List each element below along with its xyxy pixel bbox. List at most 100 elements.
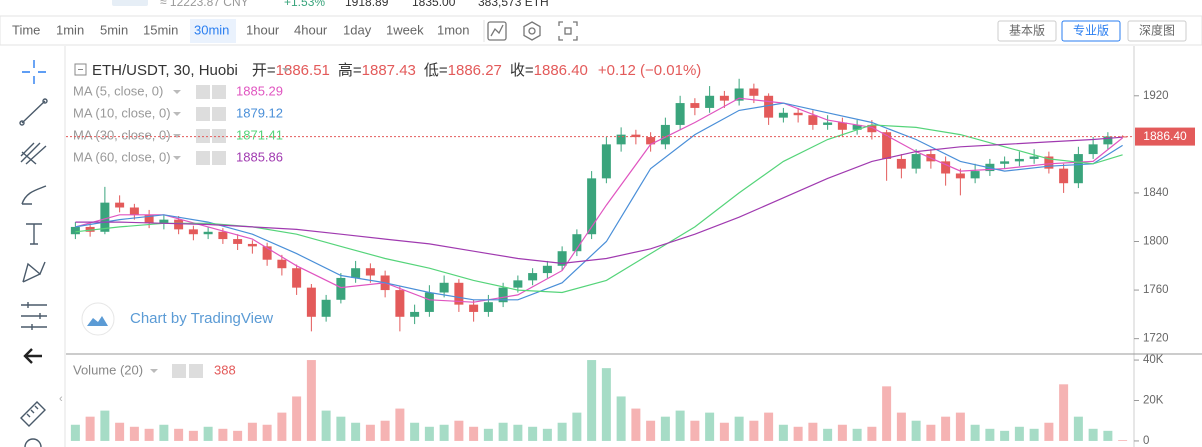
- interval-button[interactable]: 1day: [343, 22, 372, 37]
- collapse-button[interactable]: [74, 63, 87, 76]
- settings-button[interactable]: [523, 21, 541, 41]
- dropdown-arrow[interactable]: [150, 369, 158, 373]
- top-bar: [0, 0, 1202, 14]
- interval-button[interactable]: 1mon: [437, 22, 470, 37]
- volume-24h: 383,573 ETH: [478, 0, 549, 9]
- view-button[interactable]: [1061, 20, 1121, 42]
- volume-bar: [70, 424, 80, 441]
- candle-body: [1103, 136, 1113, 145]
- candle-body: [233, 239, 243, 244]
- high-value: 1887.43: [362, 62, 416, 79]
- y-tick-label: 1920: [1143, 90, 1169, 102]
- candle-body: [911, 154, 921, 169]
- symbol-legend: ETH/USDT, 30, Huobi 开=1886.51 高=1887.43 低=1…: [92, 62, 701, 79]
- candle-body: [469, 304, 479, 312]
- candle-body: [218, 231, 228, 240]
- volume-bar: [395, 408, 405, 441]
- settings-button[interactable]: [196, 85, 210, 99]
- candle-body: [837, 122, 847, 130]
- close-value: 1886.40: [534, 62, 588, 79]
- candle-body: [867, 124, 877, 133]
- candle-body: [808, 115, 818, 125]
- dropdown-arrow[interactable]: [282, 68, 290, 72]
- interval-button[interactable]: Time: [12, 22, 40, 37]
- volume-bar: [941, 416, 951, 441]
- remove-button[interactable]: [212, 129, 226, 143]
- volume-bar: [1118, 440, 1128, 441]
- candle-body: [115, 202, 125, 208]
- interval-button[interactable]: 1min: [56, 22, 84, 37]
- volume-bar: [483, 428, 493, 441]
- volume-bar: [646, 420, 656, 441]
- volume-bar: [631, 408, 641, 441]
- ma-line: [75, 124, 1123, 294]
- volume-bar: [188, 430, 198, 441]
- interval-button[interactable]: 1hour: [246, 22, 280, 37]
- close-label: 收=: [510, 62, 534, 79]
- volume-bar: [144, 428, 154, 441]
- remove-button[interactable]: [212, 107, 226, 121]
- settings-button[interactable]: [196, 151, 210, 165]
- open-label: 开=: [252, 62, 276, 79]
- dropdown-arrow[interactable]: [173, 156, 181, 160]
- candle-body: [410, 311, 420, 317]
- active-interval-bg: [190, 19, 236, 43]
- text-tool[interactable]: [26, 223, 42, 245]
- interval-button[interactable]: 4hour: [294, 22, 328, 37]
- volume-bar: [1029, 428, 1039, 441]
- candle-body: [719, 95, 729, 101]
- candle-body: [896, 158, 906, 169]
- indicator-button[interactable]: [487, 21, 507, 41]
- volume-bar: [882, 386, 892, 441]
- candle-body: [778, 112, 788, 118]
- remove-button[interactable]: [189, 364, 203, 378]
- volume-bar: [321, 410, 331, 441]
- back-tool[interactable]: [23, 348, 42, 364]
- volume-bar: [719, 422, 729, 441]
- volume-bar: [778, 424, 788, 441]
- interval-button[interactable]: 15min: [143, 22, 178, 37]
- settings-button[interactable]: [196, 129, 210, 143]
- view-button[interactable]: [997, 20, 1057, 42]
- change-value: +0.12 (−0.01%): [598, 62, 701, 79]
- dropdown-arrow[interactable]: [173, 90, 181, 94]
- dropdown-arrow[interactable]: [173, 112, 181, 116]
- volume-bar: [1073, 416, 1083, 441]
- volume-bar: [1088, 428, 1098, 441]
- crosshair-tool[interactable]: [22, 60, 46, 84]
- low-label: 低=: [424, 62, 448, 79]
- trend-line-tool[interactable]: [21, 100, 46, 124]
- interval-button[interactable]: 30min: [194, 22, 229, 37]
- ruler-tool[interactable]: [20, 401, 46, 427]
- volume-bar: [734, 416, 744, 441]
- remove-button[interactable]: [212, 85, 226, 99]
- remove-button[interactable]: [212, 151, 226, 165]
- volume-bar: [306, 360, 316, 441]
- pitchfork-tool[interactable]: [20, 142, 47, 165]
- candle-body: [705, 95, 715, 108]
- interval-button[interactable]: 5min: [100, 22, 128, 37]
- pattern-tool[interactable]: [22, 261, 46, 283]
- prediction-tool[interactable]: [21, 302, 47, 330]
- candle-body: [424, 292, 434, 312]
- brush-tool[interactable]: [21, 185, 47, 205]
- fullscreen-button[interactable]: [558, 21, 578, 41]
- magnet-tool[interactable]: [24, 438, 42, 447]
- settings-button[interactable]: [196, 107, 210, 121]
- settings-button[interactable]: [172, 364, 186, 378]
- dropdown-arrow[interactable]: [173, 134, 181, 138]
- candle-body: [1059, 168, 1069, 184]
- low-value: 1886.27: [448, 62, 502, 79]
- collapse-arrow[interactable]: ‹: [59, 393, 63, 405]
- view-button[interactable]: [1127, 20, 1187, 42]
- volume-bar: [1014, 426, 1024, 441]
- volume-bar: [277, 412, 287, 441]
- candle-body: [351, 268, 361, 278]
- candle-body: [513, 280, 523, 288]
- volume-bar: [85, 416, 95, 441]
- candle-body: [336, 277, 346, 300]
- volume-bar: [1059, 384, 1069, 441]
- volume-bar: [675, 410, 685, 441]
- interval-button[interactable]: 1week: [386, 22, 424, 37]
